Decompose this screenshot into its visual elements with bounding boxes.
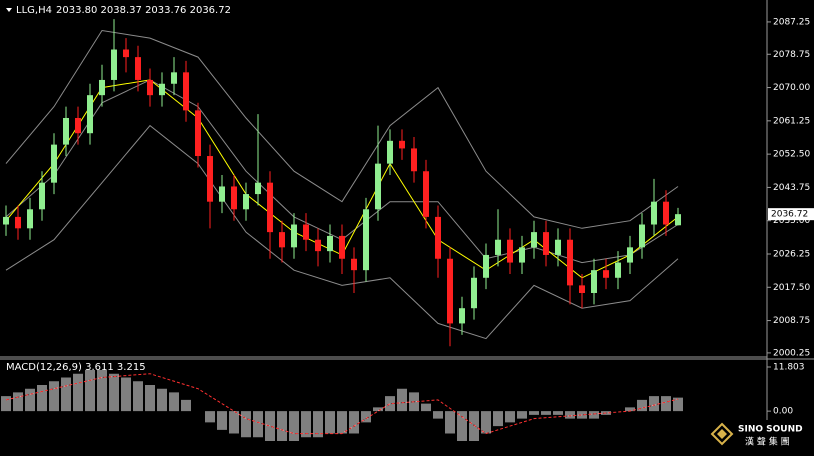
- candle-body: [195, 110, 201, 157]
- candle-body: [627, 247, 633, 263]
- candle-body: [375, 163, 381, 210]
- y-tick-label: 2008.75: [773, 316, 810, 326]
- logo-name: SINO SOUND: [738, 425, 803, 435]
- candle-body: [639, 224, 645, 248]
- candle-body: [651, 201, 657, 225]
- y-tick-label: 2052.50: [773, 150, 810, 160]
- candle-body: [135, 57, 141, 80]
- candle-body: [411, 148, 417, 172]
- y-tick-label: 0.00: [773, 407, 793, 417]
- candle-body: [291, 224, 297, 248]
- candle-body: [399, 140, 405, 149]
- candle-body: [159, 83, 165, 96]
- candle-body: [591, 270, 597, 293]
- candle-body: [351, 258, 357, 271]
- candle-body: [207, 156, 213, 202]
- candle-body: [459, 308, 465, 324]
- candle-body: [51, 144, 57, 183]
- candle-body: [63, 117, 69, 145]
- logo-subtitle: 漢 聲 集 團: [745, 436, 790, 448]
- quote: 2033.80 2038.37 2033.76 2036.72: [56, 5, 231, 16]
- candle-body: [603, 270, 609, 278]
- candle-body: [87, 95, 93, 134]
- menu-arrow[interactable]: [6, 8, 12, 12]
- candle-body: [435, 216, 441, 259]
- candle-body: [279, 232, 285, 248]
- y-tick-label: 2070.00: [773, 83, 810, 93]
- y-tick-label: 2087.25: [773, 17, 810, 27]
- candle-body: [171, 72, 177, 84]
- candle-body: [3, 216, 9, 225]
- y-tick-label: 2043.75: [773, 183, 810, 193]
- candle-body: [483, 254, 489, 278]
- candle-body: [663, 201, 669, 225]
- candle-body: [579, 285, 585, 293]
- current-price-label: 2036.72: [771, 210, 808, 220]
- signal-line: [5, 373, 679, 435]
- candle-body: [219, 186, 225, 202]
- candle-body: [255, 182, 261, 195]
- candle-body: [555, 239, 561, 255]
- candle-body: [27, 209, 33, 229]
- y-tick-label: 2035.00: [773, 216, 810, 226]
- current-price-box: [768, 208, 814, 221]
- candle-body: [327, 235, 333, 252]
- candle-body: [75, 117, 81, 134]
- logo-icon: [717, 429, 727, 439]
- candle-body: [39, 182, 45, 210]
- logo-icon: [710, 422, 734, 446]
- candle-body: [183, 72, 189, 111]
- candle-body: [471, 277, 477, 309]
- candle-body: [339, 235, 345, 259]
- candle-body: [519, 247, 525, 263]
- overlay-line: [5, 29, 679, 229]
- candle-body: [615, 262, 621, 278]
- y-tick-label: 11.803: [773, 363, 805, 373]
- candle-body: [99, 79, 105, 96]
- y-tick-label: 2078.75: [773, 50, 810, 60]
- candle-body: [675, 214, 681, 226]
- candle-body: [123, 49, 129, 58]
- y-tick-label: 2000.25: [773, 348, 810, 358]
- symbol-title: LLG,H4: [16, 5, 52, 16]
- overlay-line: [5, 124, 679, 340]
- candle-body: [507, 239, 513, 263]
- logo: SINO SOUND 漢 聲 集 團: [710, 420, 812, 456]
- candle-body: [447, 258, 453, 324]
- candle-body: [243, 194, 249, 210]
- candle-body: [363, 209, 369, 271]
- candle-body: [111, 49, 117, 80]
- macd-label: MACD(12,26,9) 3.611 3.215: [6, 362, 146, 373]
- candle-body: [495, 239, 501, 255]
- candle-body: [315, 239, 321, 252]
- candle-body: [15, 216, 21, 229]
- candle-body: [231, 186, 237, 210]
- candle-body: [267, 182, 273, 233]
- candle-body: [543, 232, 549, 255]
- candle-body: [387, 140, 393, 164]
- y-tick-label: 2061.25: [773, 116, 810, 126]
- y-tick-label: 2017.50: [773, 283, 810, 293]
- candle-body: [423, 171, 429, 217]
- candle-body: [531, 232, 537, 248]
- y-tick-label: 2026.25: [773, 249, 810, 259]
- candle-body: [147, 79, 153, 96]
- candle-body: [303, 224, 309, 240]
- candle-body: [567, 239, 573, 286]
